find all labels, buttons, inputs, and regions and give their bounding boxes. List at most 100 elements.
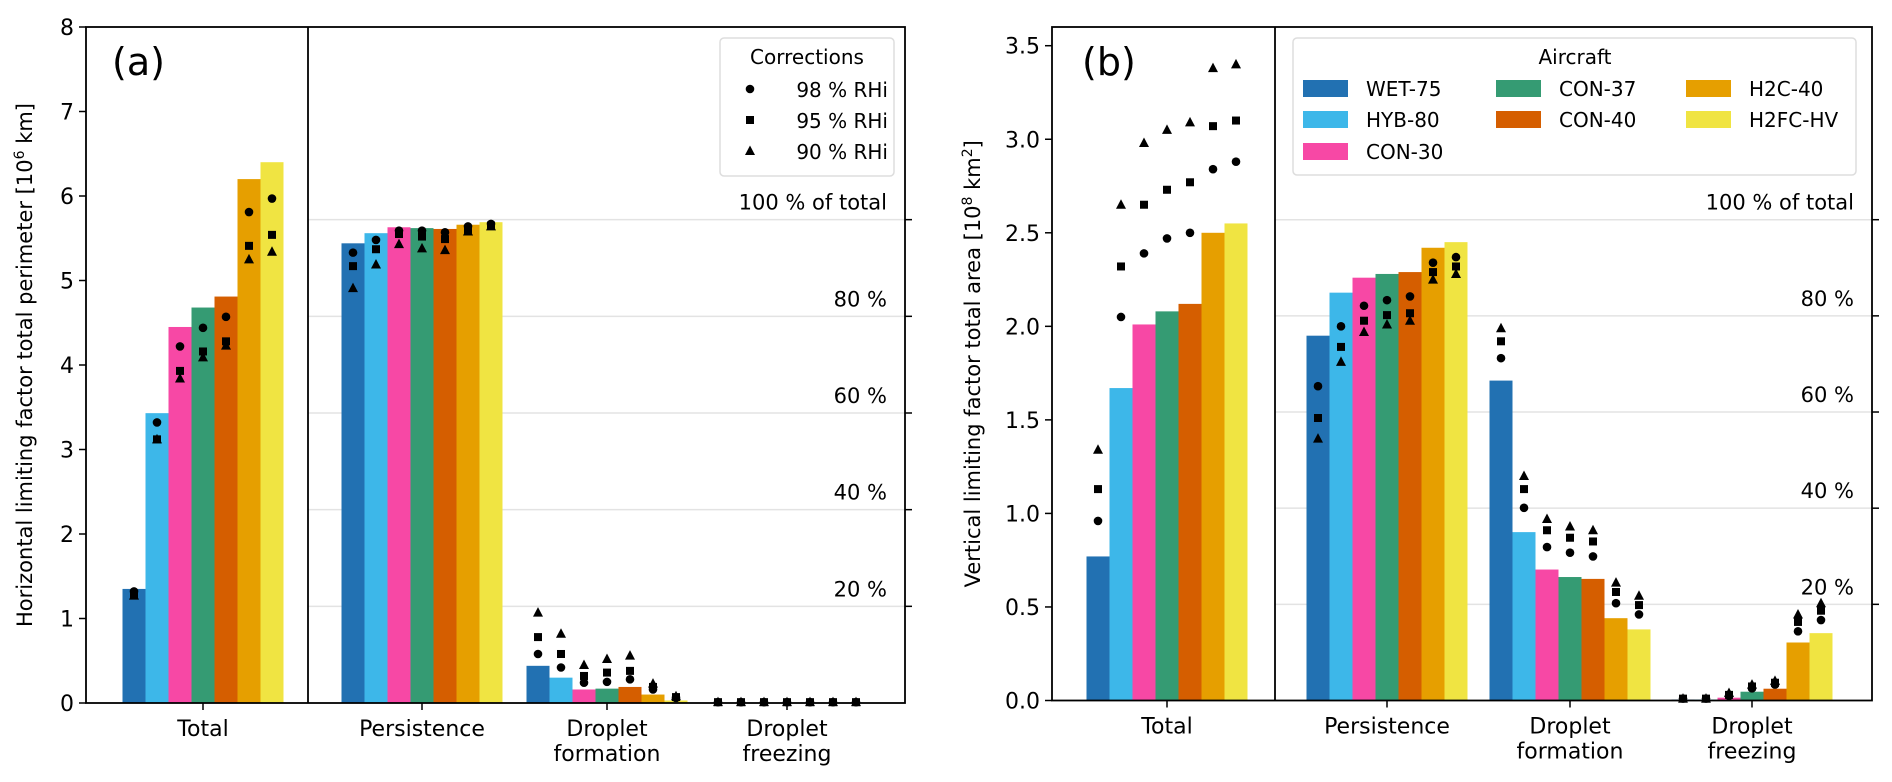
bar-con-30 [572, 689, 596, 703]
marker-98-rhi [556, 663, 566, 672]
marker-95-rhi [1817, 606, 1825, 615]
bar-wet-75 [341, 243, 365, 703]
marker-98-rhi [1359, 301, 1369, 311]
marker-95-rhi [746, 116, 754, 124]
marker-95-rhi [1612, 587, 1620, 596]
marker-90-rhi [1162, 124, 1172, 134]
marker-95-rhi [534, 633, 542, 642]
x-tick-label: formation [1517, 740, 1624, 765]
panel-label: (a) [112, 40, 165, 84]
legend-swatch-h2fc-hv [1686, 111, 1731, 128]
bar-wet-75 [122, 588, 146, 703]
marker-98-rhi [625, 675, 635, 684]
x-tick-label: Total [176, 717, 228, 742]
percent-label: 40 % [834, 481, 887, 505]
marker-95-rhi [603, 668, 611, 677]
bar-h2fc-hv [479, 222, 503, 703]
y-tick-label: 1.0 [1005, 502, 1040, 527]
marker-90-rhi [745, 145, 755, 155]
y-tick-label: 1.5 [1005, 409, 1040, 434]
marker-95-rhi [1452, 262, 1460, 271]
bar-hyb-80 [1329, 292, 1353, 701]
marker-90-rhi [579, 659, 589, 669]
legend-title: Aircraft [1538, 45, 1611, 69]
legend-swatch-hyb-80 [1303, 111, 1348, 128]
legend-label: 90 % RHi [796, 140, 888, 164]
marker-90-rhi [1816, 597, 1826, 608]
marker-95-rhi [1163, 185, 1171, 194]
y-tick-label: 2.0 [1005, 315, 1040, 340]
marker-98-rhi [348, 248, 358, 257]
bar-h2fc-hv [1809, 633, 1833, 701]
marker-98-rhi [1542, 542, 1552, 552]
bar-h2fc-hv [1627, 629, 1651, 701]
marker-98-rhi [1382, 295, 1392, 305]
marker-95-rhi [580, 671, 588, 680]
marker-90-rhi [1542, 513, 1552, 524]
y-tick-label: 2.5 [1005, 222, 1040, 247]
bar-wet-75 [1489, 380, 1513, 701]
marker-90-rhi [1611, 577, 1621, 587]
legend-label: H2FC-HV [1749, 108, 1838, 132]
bar-con-37 [1155, 311, 1179, 701]
percent-label: 100 % of total [1706, 191, 1854, 215]
marker-90-rhi [1747, 679, 1757, 689]
y-tick-label: 3.0 [1005, 128, 1040, 153]
marker-98-rhi [244, 207, 254, 217]
marker-98-rhi [175, 342, 185, 351]
marker-90-rhi [463, 225, 473, 236]
marker-95-rhi [418, 232, 426, 241]
y-tick-label: 8 [60, 16, 74, 41]
y-tick-label: 3.5 [1005, 35, 1040, 60]
marker-98-rhi [1139, 249, 1149, 258]
marker-90-rhi [625, 650, 635, 660]
legend-swatch-h2c-40 [1686, 80, 1731, 97]
marker-98-rhi [579, 678, 589, 688]
bar-con-37 [1375, 273, 1399, 701]
marker-98-rhi [1816, 615, 1826, 625]
marker-98-rhi [745, 84, 755, 94]
marker-95-rhi [1520, 485, 1528, 494]
legend-label: H2C-40 [1749, 77, 1823, 101]
marker-98-rhi [533, 649, 543, 659]
marker-90-rhi [1093, 444, 1103, 454]
marker-98-rhi [440, 228, 450, 237]
bar-con-30 [387, 227, 411, 703]
marker-98-rhi [1793, 626, 1803, 636]
marker-95-rhi [1543, 526, 1551, 535]
marker-90-rhi [1359, 326, 1369, 336]
marker-90-rhi [1496, 322, 1506, 333]
bar-con-30 [1132, 324, 1156, 701]
percent-label: 20 % [834, 577, 887, 601]
legend-swatch-con-37 [1496, 80, 1541, 97]
marker-90-rhi [244, 253, 254, 264]
bar-con-30 [168, 326, 192, 703]
marker-95-rhi [245, 241, 253, 250]
marker-90-rhi [175, 373, 185, 383]
marker-95-rhi [1429, 268, 1437, 277]
marker-90-rhi [394, 238, 404, 249]
bar-h2fc-hv [260, 162, 284, 703]
x-tick-label: Total [1140, 715, 1192, 740]
x-tick-label: Droplet [746, 717, 828, 742]
marker-98-rhi [1428, 258, 1438, 268]
x-tick-label: Droplet [566, 717, 648, 742]
bar-con-37 [595, 688, 619, 703]
marker-98-rhi [152, 418, 162, 427]
marker-98-rhi [1519, 503, 1529, 513]
marker-95-rhi [1360, 316, 1368, 325]
bar-hyb-80 [145, 413, 169, 703]
marker-95-rhi [1497, 337, 1505, 346]
marker-95-rhi [372, 245, 380, 254]
bar-con-30 [1352, 277, 1376, 701]
percent-label: 80 % [1801, 287, 1854, 311]
marker-95-rhi [1117, 262, 1125, 271]
marker-90-rhi [1428, 274, 1438, 284]
x-tick-label: Droplet [1711, 715, 1793, 740]
marker-98-rhi [221, 312, 231, 322]
marker-90-rhi [417, 242, 427, 253]
marker-90-rhi [1208, 62, 1218, 73]
plot-frame [1051, 26, 1873, 702]
bar-con-40 [1398, 272, 1422, 701]
marker-90-rhi [152, 433, 162, 444]
